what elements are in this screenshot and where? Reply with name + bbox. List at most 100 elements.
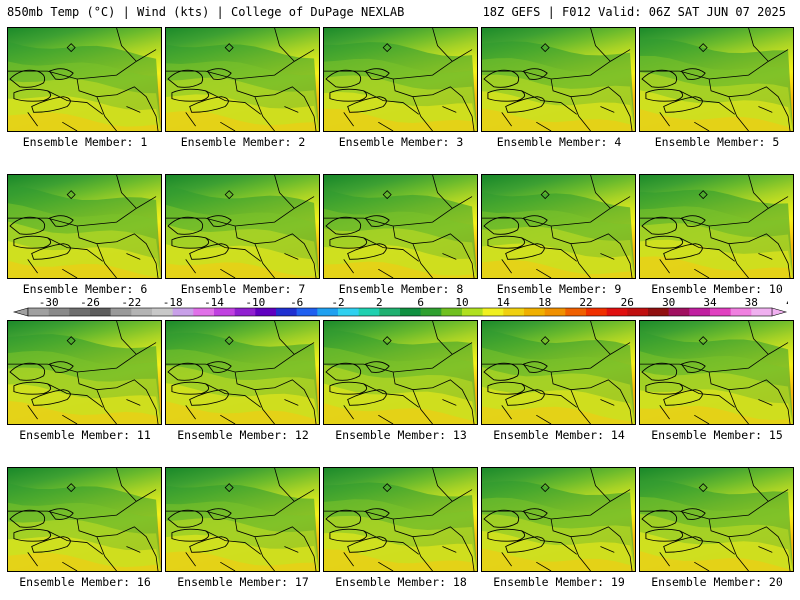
colorbar-tick-label: 6 [417, 297, 424, 309]
ensemble-member-label: Ensemble Member: 17 [177, 575, 309, 589]
colorbar-swatch [152, 308, 173, 316]
ensemble-member-map [323, 467, 478, 572]
colorbar-swatch [379, 308, 401, 316]
colorbar-swatch [69, 308, 91, 316]
ensemble-member-map [323, 320, 478, 425]
ensemble-member-map [7, 467, 162, 572]
colorbar-tick-label: -22 [121, 297, 141, 309]
ensemble-member-map [639, 320, 794, 425]
colorbar-swatch [276, 308, 297, 316]
colorbar-swatch [90, 308, 111, 316]
colorbar-swatch [420, 308, 442, 316]
colorbar-tick-label: -6 [290, 297, 303, 309]
colorbar-tick-label: -18 [163, 297, 183, 309]
colorbar-swatch [482, 308, 504, 316]
colorbar-swatch [544, 308, 566, 316]
temperature-colorbar: -30 -26 -22 -18 -14 -10 -6 -2 2 6 10 14 18 22 26 30 34 38… [12, 297, 788, 317]
colorbar-swatch [193, 308, 215, 316]
colorbar-swatch [358, 308, 380, 316]
header-title: 850mb Temp (°C) | Wind (kts) | College o… [7, 5, 405, 19]
ensemble-member-map [7, 27, 162, 132]
ensemble-member-map [481, 27, 636, 132]
ensemble-member-map [639, 27, 794, 132]
ensemble-member-label: Ensemble Member: 1 [22, 135, 148, 149]
ensemble-member-map [165, 467, 320, 572]
ensemble-member-map [7, 174, 162, 279]
colorbar-swatch [317, 308, 339, 316]
ensemble-member-label: Ensemble Member: 7 [180, 282, 306, 296]
colorbar-swatch [586, 308, 607, 316]
colorbar-tick-label: 42 [786, 297, 788, 309]
ensemble-member-label: Ensemble Member: 14 [493, 428, 625, 442]
colorbar-tick-label: -30 [39, 297, 59, 309]
ensemble-member-map [639, 174, 794, 279]
ensemble-member-label: Ensemble Member: 11 [19, 428, 151, 442]
ensemble-member-label: Ensemble Member: 9 [496, 282, 622, 296]
colorbar-swatch [110, 308, 132, 316]
ensemble-member-map [639, 467, 794, 572]
ensemble-member-map [7, 320, 162, 425]
colorbar-swatch [214, 308, 235, 316]
ensemble-member-map [165, 174, 320, 279]
ensemble-member-label: Ensemble Member: 16 [19, 575, 151, 589]
colorbar-swatch [441, 308, 463, 316]
colorbar-swatch [234, 308, 256, 316]
ensemble-member-label: Ensemble Member: 18 [335, 575, 467, 589]
colorbar-tick-label: 14 [497, 297, 511, 309]
colorbar-tick-label: -10 [245, 297, 265, 309]
colorbar-tick-label: -2 [331, 297, 344, 309]
colorbar-swatch [338, 308, 359, 316]
colorbar-swatch [296, 308, 318, 316]
colorbar-tick-label: -14 [204, 297, 224, 309]
colorbar-high-arrow [771, 307, 788, 317]
ensemble-member-label: Ensemble Member: 4 [496, 135, 622, 149]
colorbar-swatch [172, 308, 194, 316]
ensemble-member-label: Ensemble Member: 13 [335, 428, 467, 442]
ensemble-member-label: Ensemble Member: 3 [338, 135, 464, 149]
colorbar-tick-label: -26 [80, 297, 100, 309]
colorbar-tick-label: 2 [376, 297, 383, 309]
ensemble-member-label: Ensemble Member: 15 [651, 428, 783, 442]
ensemble-member-map [481, 320, 636, 425]
ensemble-member-label: Ensemble Member: 10 [651, 282, 783, 296]
ensemble-member-map [323, 27, 478, 132]
colorbar-swatch [730, 308, 752, 316]
colorbar-swatch [48, 308, 70, 316]
ensemble-member-map [323, 174, 478, 279]
ensemble-member-label: Ensemble Member: 20 [651, 575, 783, 589]
colorbar-tick-label: 38 [745, 297, 758, 309]
colorbar-swatch [400, 308, 421, 316]
colorbar-tick-label: 22 [579, 297, 592, 309]
ensemble-member-map [481, 174, 636, 279]
colorbar-swatch [627, 308, 649, 316]
ensemble-member-map [165, 27, 320, 132]
colorbar-tick-label: 18 [538, 297, 551, 309]
ensemble-member-map [481, 467, 636, 572]
colorbar-swatch [668, 308, 690, 316]
colorbar-tick-label: 26 [621, 297, 634, 309]
colorbar-swatch [710, 308, 731, 316]
colorbar-swatch [503, 308, 525, 316]
colorbar-tick-label: 34 [703, 297, 717, 309]
ensemble-member-label: Ensemble Member: 19 [493, 575, 625, 589]
colorbar-swatch [28, 308, 49, 316]
colorbar-tick-label: 30 [662, 297, 675, 309]
ensemble-member-map [165, 320, 320, 425]
colorbar-swatch [606, 308, 628, 316]
colorbar-low-arrow [12, 307, 29, 317]
ensemble-member-label: Ensemble Member: 12 [177, 428, 309, 442]
colorbar-swatch [524, 308, 545, 316]
colorbar-swatch [131, 308, 153, 316]
colorbar-tick-label: 10 [455, 297, 468, 309]
colorbar-swatch [689, 308, 711, 316]
ensemble-member-label: Ensemble Member: 5 [654, 135, 780, 149]
colorbar-swatch [255, 308, 277, 316]
header-run-info: 18Z GEFS | F012 Valid: 06Z SAT JUN 07 20… [482, 5, 786, 19]
colorbar-swatch [565, 308, 587, 316]
colorbar-swatch [751, 308, 773, 316]
colorbar-swatch [462, 308, 483, 316]
colorbar-swatch [648, 308, 669, 316]
ensemble-member-label: Ensemble Member: 8 [338, 282, 464, 296]
ensemble-member-label: Ensemble Member: 6 [22, 282, 148, 296]
ensemble-member-label: Ensemble Member: 2 [180, 135, 306, 149]
